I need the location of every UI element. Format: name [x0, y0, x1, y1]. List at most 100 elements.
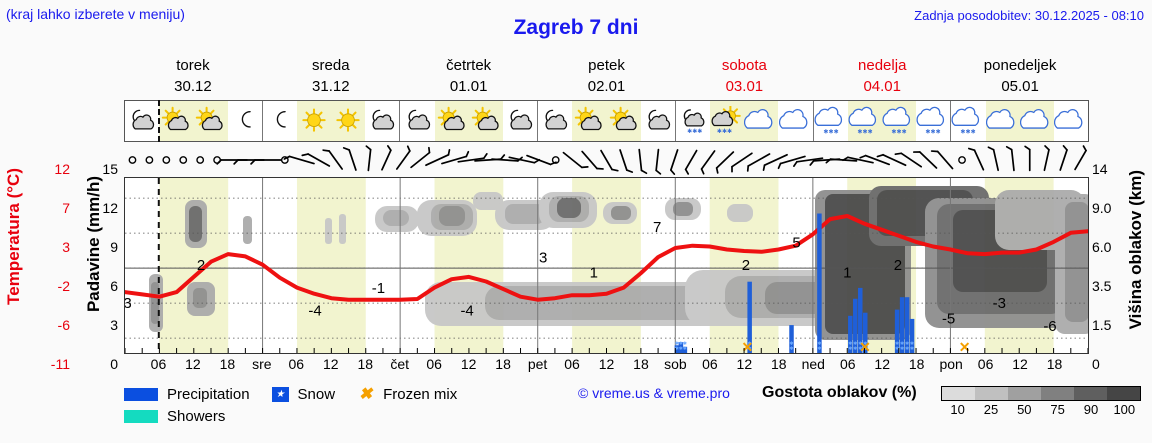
precipitation-tick-3: 6: [110, 278, 118, 294]
time-label-4: 06: [288, 356, 305, 372]
temperature-label-11: 2: [894, 257, 902, 274]
day-name: sobota: [721, 57, 767, 74]
cloud-height-tick-1: 9.0: [1092, 200, 1112, 216]
time-label-11: pet: [527, 356, 548, 372]
frozen-mix-x-icon: ✖: [358, 386, 373, 403]
svg-text:✱: ✱: [905, 346, 909, 352]
page-title: Zagreb 7 dni: [513, 16, 639, 39]
cloud-density-step-1: [975, 387, 1008, 400]
temperature-label-4: -4: [460, 303, 473, 320]
time-label-2: 18: [219, 356, 236, 372]
icon-day-3: [538, 101, 676, 141]
cloud-density-step-0: [942, 387, 975, 400]
cloud-height-tick-5: 0: [1092, 356, 1100, 372]
precipitation-tick-4: 3: [110, 317, 118, 333]
svg-text:✱: ✱: [853, 341, 857, 347]
moon-cloud-icon: [503, 101, 537, 141]
icon-day-2: [400, 101, 539, 141]
svg-text:✱: ✱: [905, 341, 909, 347]
day-header-0: torek 30.12: [124, 55, 262, 100]
frozen-mix-marker-2: ✕: [959, 339, 971, 353]
precipitation-bar-2: [682, 346, 688, 353]
precipitation-bar-6: [848, 315, 853, 353]
legend-item-frozen-mix: ✖ Frozen mix: [357, 384, 457, 404]
cloud-snow-icon: ✱ ✱ ✱: [951, 101, 985, 141]
cloud-density-step-4: [1074, 387, 1107, 400]
time-label-8: 06: [426, 356, 442, 372]
temperature-label-12: -5: [942, 310, 955, 327]
sun-icon: [331, 101, 366, 141]
cloud-height-tick-4: 1.5: [1092, 317, 1112, 333]
time-label-7: čet: [390, 356, 410, 372]
svg-text:✱: ✱: [966, 129, 971, 136]
temperature-tick-3: -2: [57, 278, 70, 294]
moon-cloud-icon: [125, 101, 159, 141]
svg-text:✱: ✱: [900, 341, 904, 347]
sun-cloud-icon: [159, 101, 194, 141]
precipitation-bar-7: [853, 298, 858, 353]
day-header-strip: torek 30.12 sreda 31.12 četrtek 01.01 petek 02.…: [124, 55, 1089, 100]
svg-text:✱: ✱: [683, 346, 687, 352]
time-label-21: 12: [874, 356, 890, 372]
day-header-6: ponedeljek 05.01: [951, 55, 1089, 100]
cloud-height-tick-2: 6.0: [1092, 239, 1112, 255]
day-name: četrtek: [446, 57, 492, 74]
day-date: 01.01: [449, 78, 488, 95]
svg-text:✱: ✱: [817, 341, 821, 347]
cloud-density-value-4: 90: [1083, 402, 1099, 417]
temperature-label-6: 1: [590, 265, 598, 282]
svg-text:✱: ✱: [817, 346, 821, 352]
svg-text:✱: ✱: [789, 346, 793, 352]
svg-text:✱: ✱: [891, 129, 896, 136]
precipitation-bar-4: [789, 325, 794, 353]
svg-text:✱: ✱: [858, 341, 862, 347]
moon-cloud-icon: [538, 101, 572, 141]
precipitation-tick-5: 0: [110, 356, 118, 372]
time-label-25: 12: [1012, 356, 1028, 372]
cloud-snow-icon: ✱ ✱ ✱: [814, 101, 848, 141]
last-update-label: Zadnja posodobitev: 30.12.2025 - 08:10: [914, 8, 1144, 23]
legend-item-snow: ★ Snow: [271, 385, 336, 403]
sun-cloud-icon: [434, 101, 469, 141]
time-label-10: 18: [495, 356, 511, 372]
precipitation-bar-5: [817, 213, 822, 353]
svg-text:✱: ✱: [748, 346, 752, 352]
precipitation-legend: Precipitation ★ Snow ✖ Frozen mix Shower…: [124, 383, 644, 439]
cloud-icon: [985, 101, 1020, 141]
svg-text:✱: ✱: [971, 129, 976, 136]
cloud-density-legend-title: Gostota oblakov (%): [762, 384, 917, 401]
svg-text:✱: ✱: [867, 129, 872, 136]
time-label-0: 06: [150, 356, 167, 372]
day-name: sreda: [312, 57, 350, 74]
cloud-density-numbers: 10 25 50 75 90 100: [941, 402, 1141, 417]
precipitation-tick-0: 15: [102, 161, 118, 177]
svg-text:✱: ✱: [848, 341, 852, 347]
time-label-19: ned: [801, 356, 825, 372]
precipitation-tick-2: 9: [110, 239, 118, 255]
temperature-tick-0: 12: [54, 161, 70, 177]
temperature-label-7: 7: [653, 219, 661, 236]
day-header-1: sreda 31.12: [262, 55, 400, 100]
moon-cloud-snow-icon: ✱ ✱ ✱: [676, 101, 710, 141]
copyright-label[interactable]: © vreme.us & vreme.pro: [578, 385, 730, 401]
wind-barb-strip: [124, 143, 1089, 177]
day-date: 31.12: [312, 78, 350, 95]
cloud-snow-icon: ✱ ✱ ✱: [916, 101, 950, 141]
svg-text:✱: ✱: [748, 341, 752, 347]
cloud-density-bar: [941, 386, 1141, 401]
day-header-3: petek 02.01: [538, 55, 676, 100]
day-name: torek: [176, 57, 210, 74]
legend-label-showers: Showers: [167, 407, 226, 425]
precipitation-bar-3: [747, 281, 752, 353]
icon-day-0: [125, 101, 263, 141]
svg-text:✱: ✱: [717, 128, 722, 135]
legend-label-snow: Snow: [297, 385, 336, 403]
day-date: 05.01: [1001, 78, 1039, 95]
icon-day-4: ✱ ✱ ✱ ✱ ✱ ✱: [676, 101, 814, 141]
svg-text:✱: ✱: [931, 129, 936, 136]
temperature-label-9: 5: [792, 234, 800, 251]
precipitation-bar-11: [899, 297, 905, 353]
moon-cloud-icon: [400, 101, 434, 141]
time-label-26: 18: [1046, 356, 1063, 372]
cloud-density-step-3: [1041, 387, 1074, 400]
